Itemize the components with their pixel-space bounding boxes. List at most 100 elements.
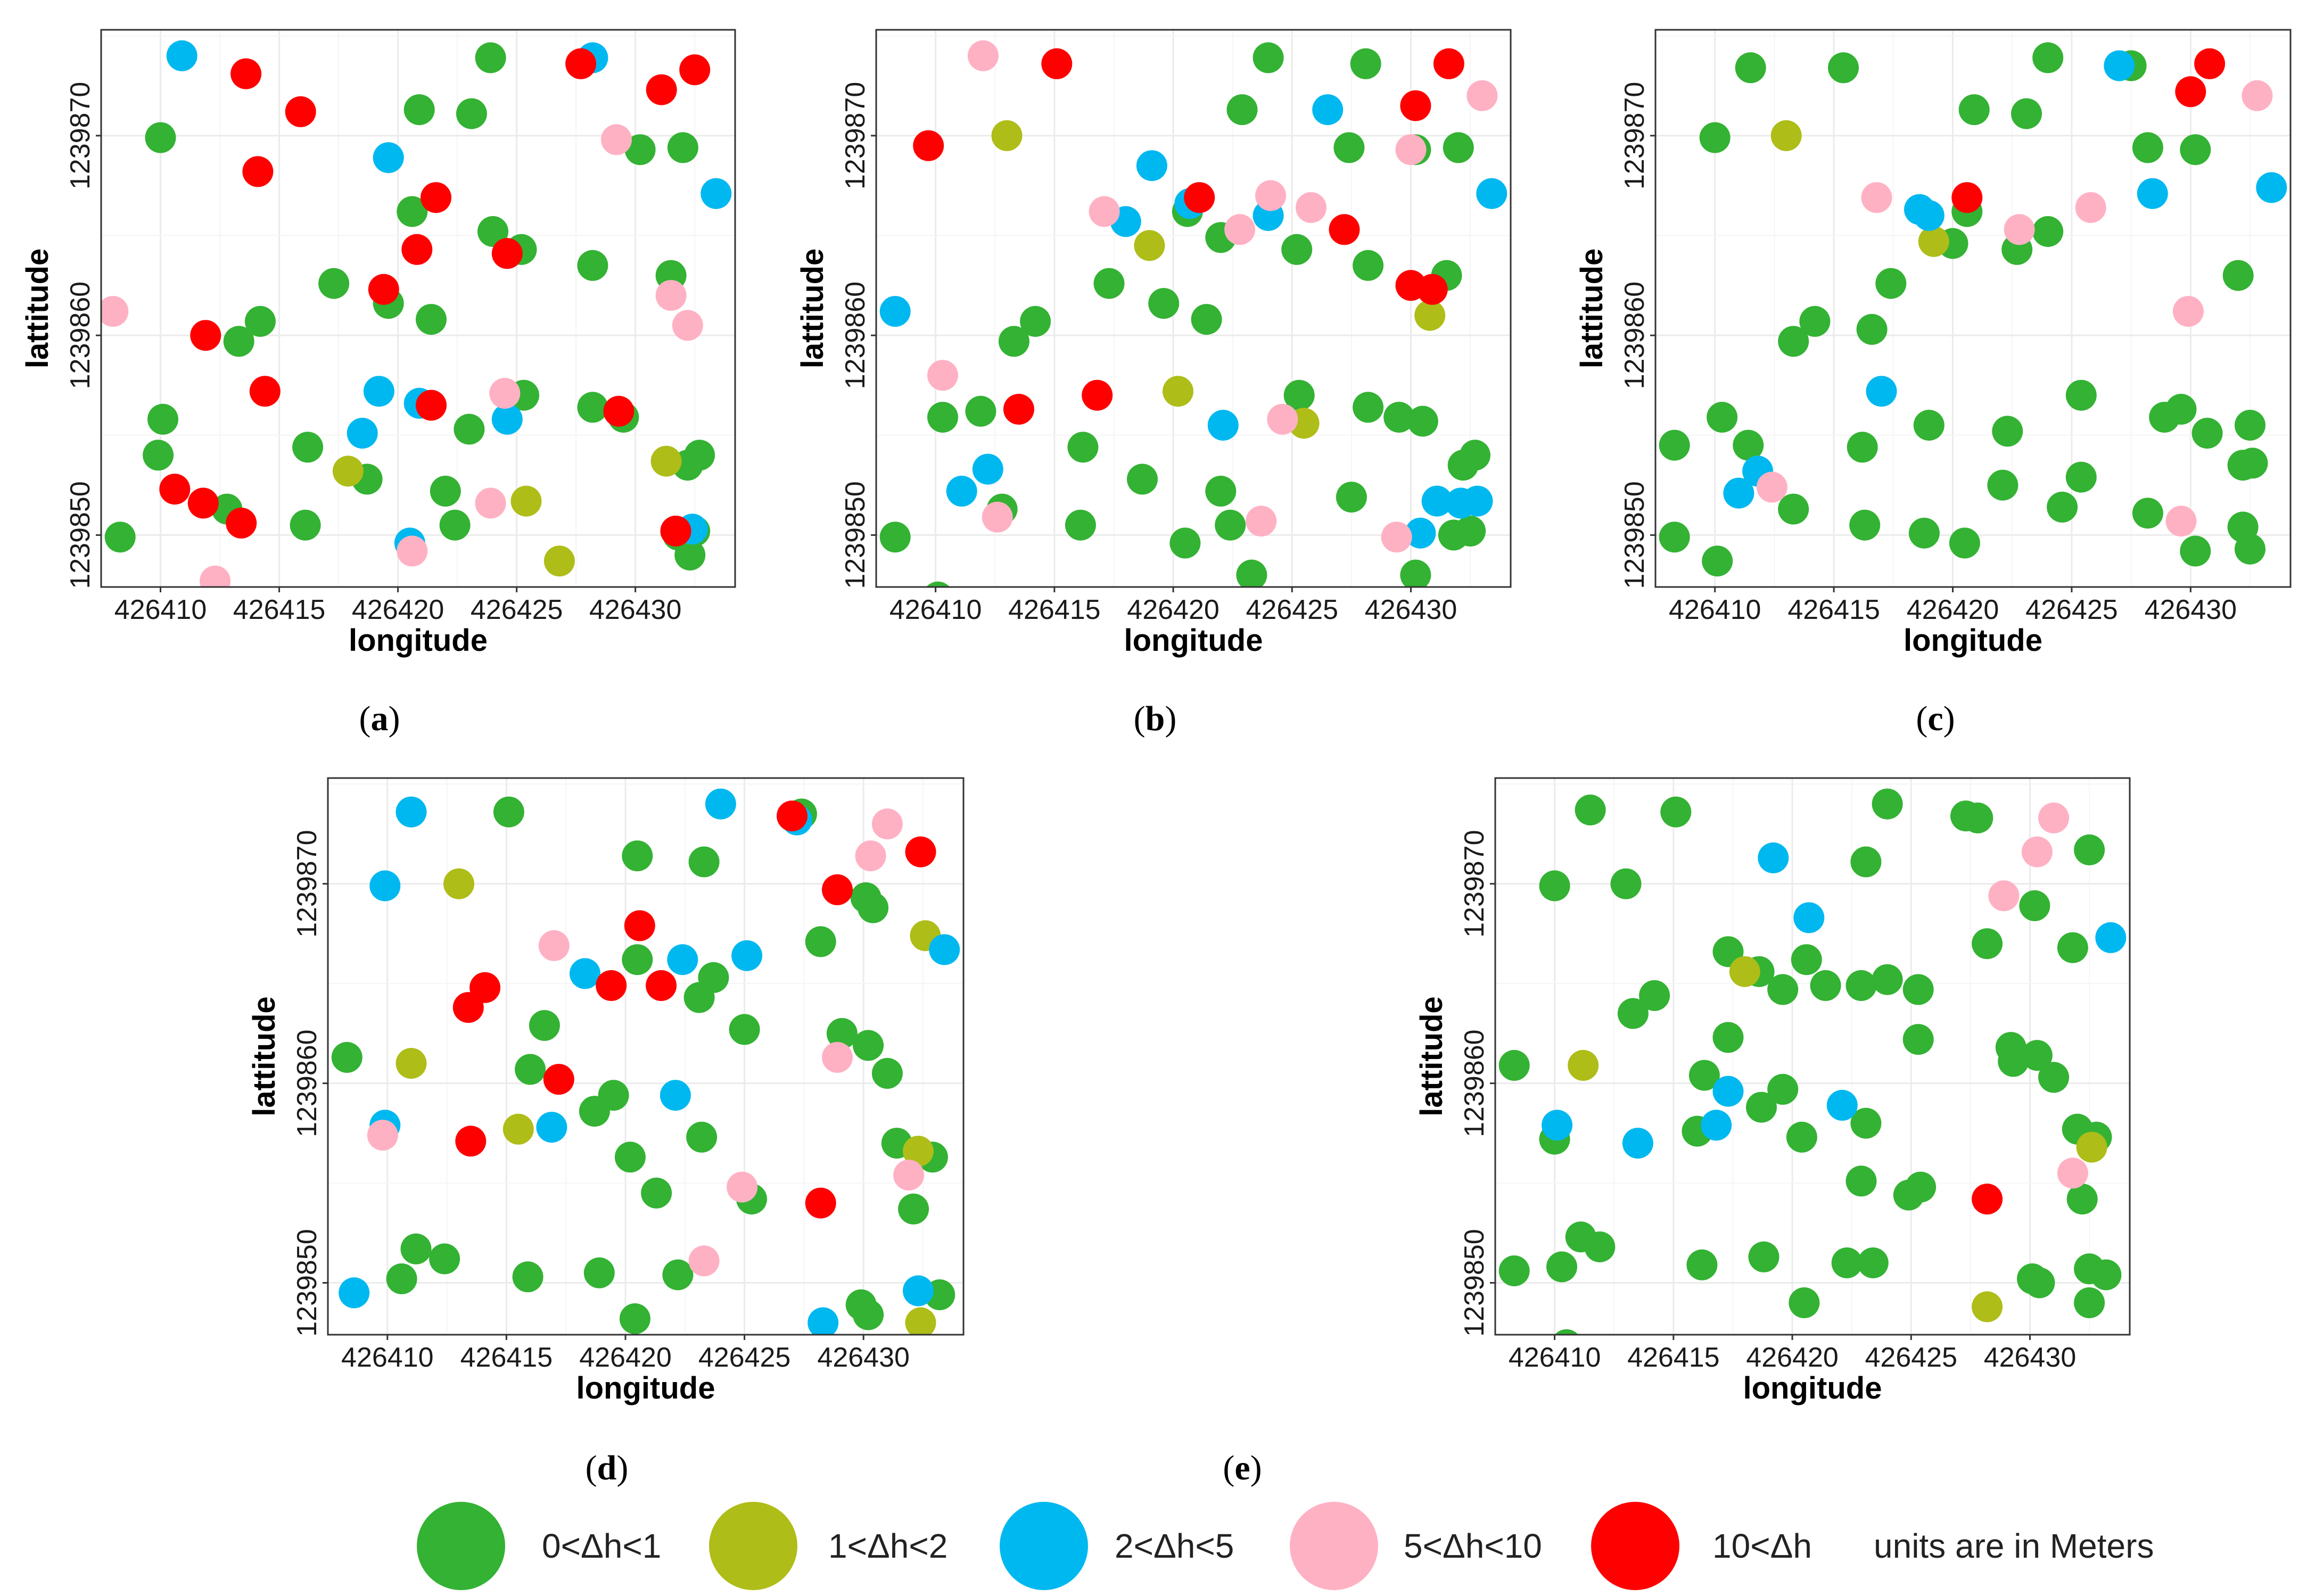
data-point bbox=[1998, 1046, 2029, 1077]
data-point bbox=[2057, 1157, 2088, 1189]
data-point bbox=[1758, 842, 1789, 873]
data-point bbox=[2074, 834, 2105, 865]
x-tick-label: 426420 bbox=[1746, 1342, 1839, 1373]
data-point bbox=[650, 445, 682, 477]
legend-swatch bbox=[1290, 1502, 1378, 1590]
data-point bbox=[570, 958, 600, 989]
data-point bbox=[1169, 527, 1201, 559]
y-tick-label: 1239850 bbox=[65, 481, 96, 589]
data-point bbox=[729, 1014, 760, 1045]
data-point bbox=[1127, 464, 1158, 495]
legend-label: 5<Δh<10 bbox=[1404, 1527, 1542, 1565]
data-point bbox=[200, 565, 231, 587]
data-point bbox=[2011, 98, 2042, 129]
data-point bbox=[1659, 429, 1690, 461]
data-point bbox=[927, 360, 958, 391]
data-point bbox=[367, 1120, 398, 1151]
data-point bbox=[683, 982, 715, 1013]
data-point bbox=[1972, 928, 2003, 960]
panel-c: 426410 426415 426420 426425 426430 1239850 123… bbox=[1575, 29, 2292, 738]
data-point bbox=[1913, 410, 1945, 441]
data-point bbox=[622, 944, 653, 975]
data-point bbox=[1163, 376, 1193, 407]
data-point bbox=[871, 808, 903, 840]
data-point bbox=[622, 840, 653, 872]
panel-b: 426410 426415 426420 426425 426430 1239850 123… bbox=[795, 29, 1512, 738]
data-point bbox=[1466, 80, 1498, 111]
data-point bbox=[2256, 172, 2287, 203]
legend-item: 0<Δh<1 bbox=[417, 1502, 661, 1590]
data-point bbox=[1539, 870, 1570, 902]
data-point bbox=[1951, 182, 1983, 213]
x-axis-title: longitude bbox=[349, 623, 488, 658]
data-point bbox=[477, 216, 508, 247]
data-point bbox=[641, 1177, 672, 1209]
data-point bbox=[624, 910, 655, 941]
data-point bbox=[1866, 376, 1897, 407]
data-point bbox=[662, 1259, 694, 1291]
data-point bbox=[242, 156, 274, 187]
data-point bbox=[1988, 880, 2020, 912]
data-point bbox=[223, 326, 254, 357]
data-point bbox=[1786, 1121, 1817, 1153]
points bbox=[1498, 788, 2127, 1335]
data-point bbox=[1826, 1089, 1858, 1121]
data-point bbox=[614, 1142, 646, 1173]
data-point bbox=[469, 972, 501, 1003]
data-point bbox=[1778, 326, 1809, 357]
legend-swatch bbox=[417, 1502, 505, 1590]
data-point bbox=[400, 1233, 432, 1264]
data-point bbox=[1660, 796, 1692, 828]
data-point bbox=[543, 1064, 574, 1095]
x-tick-label: 426420 bbox=[1127, 594, 1220, 625]
data-point bbox=[1617, 998, 1649, 1029]
data-point bbox=[1872, 964, 1903, 995]
data-point bbox=[777, 800, 808, 832]
data-point bbox=[1498, 1049, 1530, 1081]
data-point bbox=[1735, 52, 1766, 84]
data-point bbox=[1767, 1073, 1799, 1105]
data-point bbox=[858, 892, 889, 923]
data-point bbox=[2242, 80, 2273, 111]
data-point bbox=[1089, 196, 1120, 227]
data-point bbox=[2132, 498, 2163, 529]
y-tick-label: 1239860 bbox=[1459, 1029, 1490, 1137]
x-tick-label: 426415 bbox=[233, 594, 326, 625]
data-point bbox=[596, 970, 627, 1001]
y-tick-label: 1239870 bbox=[1459, 830, 1490, 937]
data-point bbox=[1476, 178, 1507, 209]
data-point bbox=[249, 376, 281, 407]
x-tick-label: 426420 bbox=[1907, 594, 1999, 625]
data-point bbox=[339, 1277, 370, 1309]
legend-units-note: units are in Meters bbox=[1874, 1527, 2154, 1565]
x-tick-label: 426410 bbox=[1669, 594, 1761, 625]
data-point bbox=[1639, 980, 1670, 1011]
x-tick-label: 426415 bbox=[1787, 594, 1880, 625]
data-point bbox=[2021, 1040, 2053, 1071]
data-point bbox=[491, 238, 523, 269]
data-point bbox=[1093, 268, 1125, 299]
data-point bbox=[2222, 260, 2254, 291]
data-point bbox=[2227, 450, 2259, 481]
data-point bbox=[1831, 1247, 1863, 1278]
data-point bbox=[2235, 533, 2265, 565]
data-point bbox=[903, 1275, 934, 1306]
data-point bbox=[1893, 1179, 1924, 1211]
y-tick-label: 1239850 bbox=[1619, 481, 1650, 589]
data-point bbox=[1447, 450, 1479, 481]
data-point bbox=[166, 40, 197, 71]
data-point bbox=[1701, 1110, 1732, 1141]
data-point bbox=[1861, 182, 1892, 213]
x-tick-label: 426420 bbox=[352, 594, 444, 625]
data-point bbox=[1857, 1247, 1889, 1278]
data-point bbox=[515, 1054, 546, 1085]
data-point bbox=[1065, 509, 1096, 541]
data-point bbox=[386, 1263, 417, 1294]
data-point bbox=[439, 509, 471, 541]
data-point bbox=[101, 296, 129, 327]
data-point bbox=[2172, 296, 2204, 327]
data-point bbox=[705, 788, 736, 820]
data-point bbox=[679, 54, 711, 86]
data-point bbox=[1972, 1291, 2003, 1322]
data-point bbox=[1733, 429, 1764, 461]
